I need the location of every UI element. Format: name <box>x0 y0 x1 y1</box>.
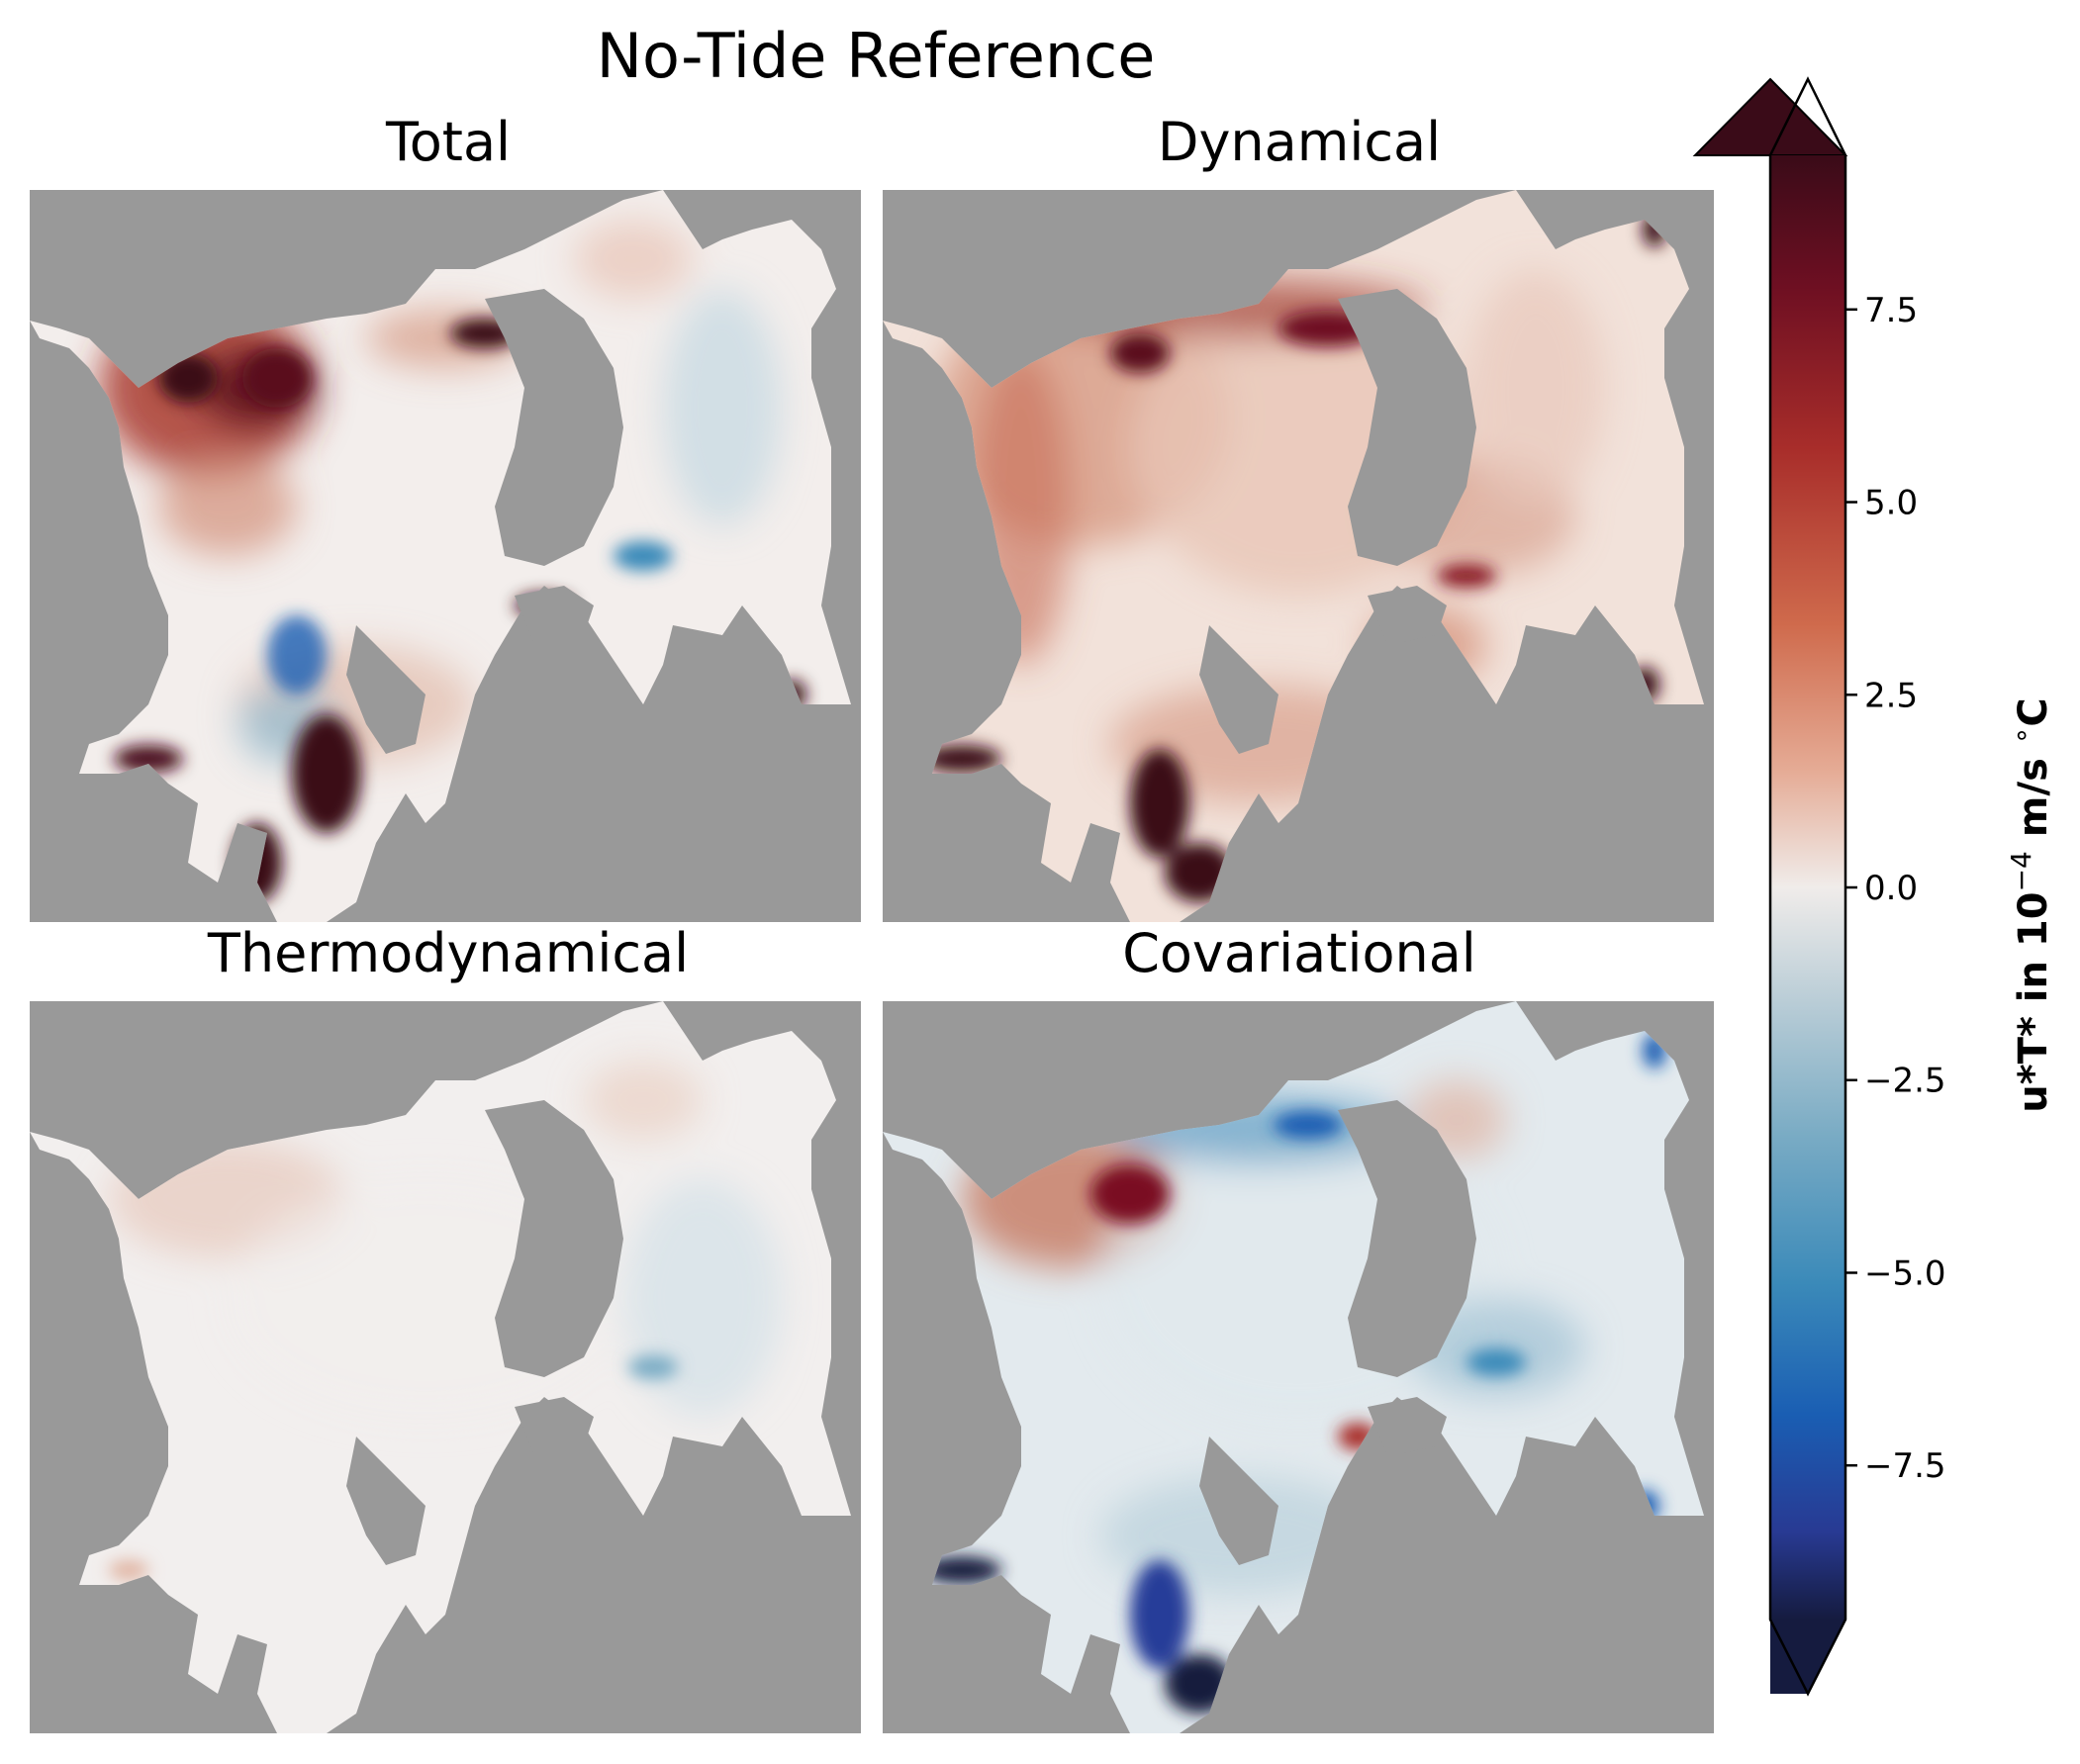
colorbar-tick-label: 7.5 <box>1864 291 1918 330</box>
colorbar-outline <box>1768 76 1847 1697</box>
panel-title-total: Total <box>385 111 511 173</box>
colorbar-label-c: C <box>2011 697 2056 726</box>
colorbar-tick-label: 2.5 <box>1864 676 1918 715</box>
panel-total <box>30 190 861 922</box>
figure-title: No-Tide Reference <box>597 20 1156 92</box>
colorbar-tick-label: −5.0 <box>1864 1253 1946 1293</box>
colorbar-extend-max <box>1692 77 1848 156</box>
panel-title-dynamical: Dynamical <box>1158 111 1441 173</box>
colorbar-tick-label: 5.0 <box>1864 484 1918 523</box>
colorbar-tick-label: −2.5 <box>1864 1062 1946 1101</box>
colorbar-label-main: u*T* in 10 <box>2011 891 2056 1112</box>
colorbar-label-exp: −4 <box>2005 851 2037 891</box>
colorbar-label: u*T* in 10−4 m/s ∘C <box>2005 697 2056 1112</box>
colorbar-tick-label: −7.5 <box>1864 1446 1946 1486</box>
panel-title-covariational: Covariational <box>1122 922 1476 984</box>
colorbar-body <box>1770 155 1845 1620</box>
colorbar-label-unit: m/s <box>2011 744 2056 851</box>
colorbar: 7.5 5.0 2.5 0.0 −2.5 −5.0 −7.5 u*T* in 10−4 m/… <box>1692 76 2056 1697</box>
panel-dynamical <box>883 190 1714 922</box>
panel-covariational <box>883 1001 1714 1733</box>
colorbar-ticks: 7.5 5.0 2.5 0.0 −2.5 −5.0 −7.5 <box>1845 291 1946 1486</box>
colorbar-label-deg: ∘ <box>2005 727 2037 745</box>
panel-thermodynamical <box>30 1001 861 1733</box>
colorbar-extend-min <box>1770 1620 1845 1694</box>
panel-title-thermodynamical: Thermodynamical <box>207 922 689 984</box>
colorbar-tick-label: 0.0 <box>1864 869 1918 908</box>
